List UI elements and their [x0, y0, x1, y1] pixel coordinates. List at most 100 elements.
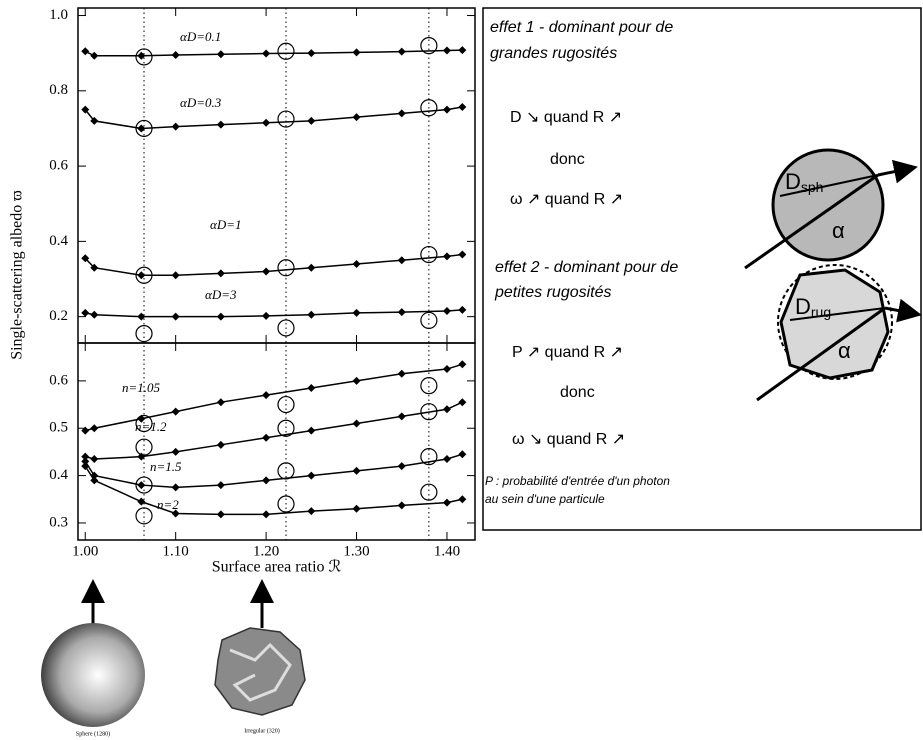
- x-tick-label: 1.00: [72, 543, 98, 559]
- y-tick-label: 1.0: [49, 7, 68, 23]
- circle-point: [277, 395, 295, 414]
- y-tick-label: 0.4: [49, 467, 68, 483]
- y-tick-label: 0.6: [49, 372, 68, 388]
- text-panel: [482, 7, 922, 531]
- footnote: P : probabilité d'entrée d'un photon: [485, 474, 670, 488]
- note: ω ↘ quand R ↗: [512, 431, 625, 448]
- data-point: [458, 495, 467, 504]
- data-point: [90, 424, 99, 433]
- data-point: [458, 305, 467, 314]
- circle-point: [135, 507, 153, 525]
- d-label: D: [795, 294, 811, 319]
- reference-circle: [777, 264, 893, 380]
- data-point: [81, 452, 90, 461]
- data-point: [171, 407, 180, 416]
- chord: [779, 174, 879, 197]
- data-point: [352, 113, 361, 122]
- data-point: [262, 510, 271, 519]
- data-point: [397, 109, 406, 118]
- data-point: [352, 259, 361, 268]
- ray-arrow: [877, 159, 918, 184]
- data-point: [90, 476, 99, 485]
- data-point: [397, 462, 406, 471]
- data-point: [171, 271, 180, 280]
- irregular-image: [214, 627, 306, 716]
- data-point: [81, 308, 90, 317]
- data-point: [262, 391, 271, 400]
- data-point: [397, 501, 406, 510]
- diagram-label: Drug: [795, 294, 831, 320]
- circle-point: [420, 245, 438, 264]
- note: petites rugosités: [494, 284, 612, 301]
- circle-point: [277, 319, 295, 337]
- data-point: [216, 481, 225, 490]
- data-point: [90, 116, 99, 125]
- angle-label: α: [838, 338, 851, 363]
- data-point: [171, 312, 180, 321]
- circle-point: [135, 266, 153, 284]
- image-caption: Irregular (320): [244, 727, 279, 734]
- y-tick-label: 0.3: [49, 514, 68, 530]
- data-point: [458, 398, 467, 407]
- data-point: [81, 426, 90, 435]
- data-point: [307, 49, 316, 58]
- data-point: [171, 509, 180, 518]
- data-point: [81, 47, 90, 56]
- circle-point: [135, 119, 153, 138]
- circle-point: [420, 99, 438, 117]
- data-point: [90, 310, 99, 319]
- ray: [756, 306, 886, 402]
- data-point: [90, 455, 99, 464]
- circle-point: [420, 483, 438, 501]
- series-label: αD=0.3: [180, 95, 222, 110]
- data-point: [442, 307, 451, 316]
- data-point: [352, 308, 361, 317]
- plot-frame: [77, 342, 476, 541]
- note: D ↘ quand R ↗: [510, 109, 622, 126]
- data-point: [307, 507, 316, 516]
- angle-label: α: [832, 218, 845, 243]
- data-point: [307, 426, 316, 435]
- data-point: [307, 310, 316, 319]
- data-point: [352, 48, 361, 57]
- series-label: αD=3: [205, 287, 237, 302]
- data-point: [216, 120, 225, 129]
- note: ω ↗ quand R ↗: [510, 191, 623, 208]
- series-label: n=1.05: [122, 380, 161, 395]
- x-tick-label: 1.30: [343, 543, 369, 559]
- circle-point: [135, 438, 153, 456]
- note: grandes rugosités: [490, 45, 617, 62]
- data-point: [137, 312, 146, 321]
- circle-point: [135, 48, 153, 66]
- note: effet 2 - dominant pour de: [495, 259, 678, 276]
- y-axis-label: Single-scattering albedo ϖ: [9, 190, 26, 360]
- data-point: [81, 462, 90, 471]
- data-point: [262, 118, 271, 127]
- data-point: [216, 398, 225, 407]
- data-point: [262, 267, 271, 276]
- data-point: [458, 450, 467, 459]
- image-caption: Sphere (1280): [76, 730, 110, 737]
- ray-arrow: [884, 298, 922, 323]
- irregular-detail: [229, 642, 292, 702]
- data-point: [216, 510, 225, 519]
- data-point: [352, 466, 361, 475]
- data-point: [458, 360, 467, 369]
- circle-point: [135, 476, 153, 494]
- x-axis-label: Surface area ratio ℛ: [212, 559, 342, 576]
- data-point: [171, 483, 180, 492]
- y-tick-label: 0.2: [49, 308, 68, 324]
- data-point: [397, 369, 406, 378]
- footnote: au sein d'une particule: [485, 492, 605, 506]
- circle-point: [277, 259, 295, 277]
- data-point: [216, 312, 225, 321]
- y-tick-label: 0.6: [49, 158, 68, 174]
- data-point: [262, 49, 271, 58]
- data-point: [171, 122, 180, 131]
- data-point: [137, 51, 146, 60]
- d-sub: sph: [801, 179, 824, 195]
- series-line: [84, 465, 463, 516]
- data-point: [442, 365, 451, 374]
- series-label: n=1.2: [135, 419, 167, 434]
- data-point: [397, 412, 406, 421]
